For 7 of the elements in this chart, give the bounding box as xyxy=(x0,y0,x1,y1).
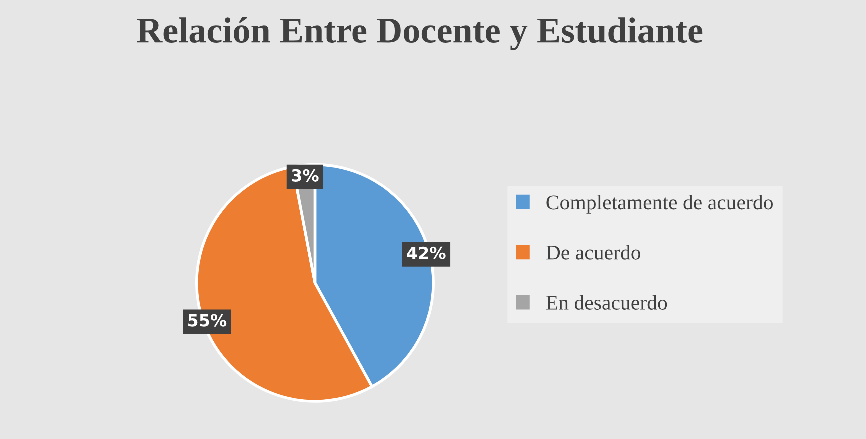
legend-label: En desacuerdo xyxy=(546,295,668,310)
legend-label: Completamente de acuerdo xyxy=(546,195,773,214)
legend-label: De acuerdo xyxy=(546,245,640,260)
data-label: 42% xyxy=(407,246,446,260)
data-label: 55% xyxy=(188,314,227,327)
data-label: 3% xyxy=(292,169,319,182)
chart-title: Relación Entre Docente y Estudiante xyxy=(137,18,703,50)
